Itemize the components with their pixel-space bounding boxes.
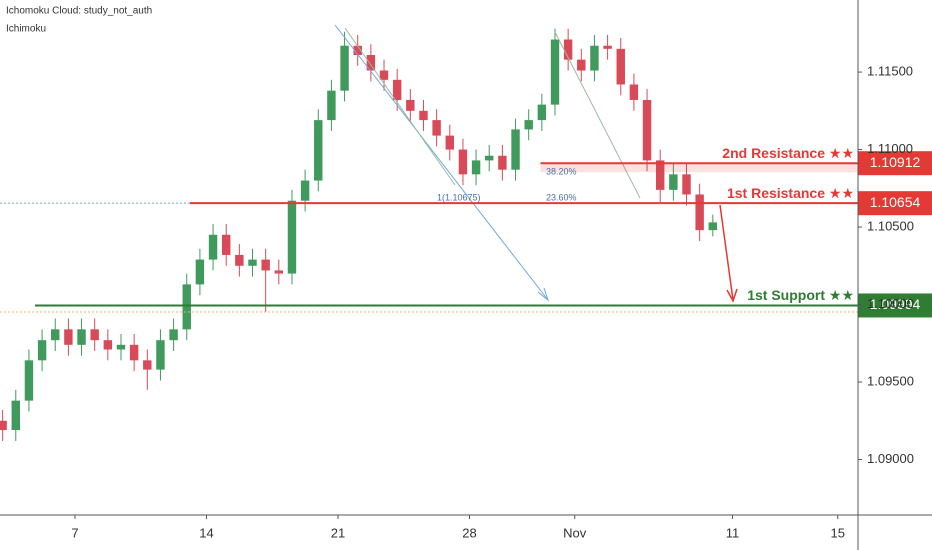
level-band xyxy=(540,163,858,173)
price-label: 1.09994 xyxy=(870,296,921,312)
candle-body xyxy=(577,59,586,71)
candle-body xyxy=(682,174,691,195)
candle-body xyxy=(458,149,468,175)
x-tick-label: 11 xyxy=(726,525,740,540)
candle-body xyxy=(445,135,454,150)
candle-body xyxy=(655,160,665,190)
candle-body xyxy=(0,420,7,431)
candle-body xyxy=(340,45,349,91)
candle-body xyxy=(116,344,126,350)
candle-body xyxy=(353,45,362,56)
candle-body xyxy=(392,79,402,100)
x-tick-label: Nov xyxy=(563,525,587,540)
candle-body xyxy=(77,329,86,345)
arrow-head xyxy=(726,288,738,303)
candle-body xyxy=(406,99,415,111)
candle-body xyxy=(629,84,639,100)
candle-body xyxy=(695,194,704,231)
level-label: 1st Resistance ★★ xyxy=(727,185,854,201)
candle-body xyxy=(314,120,323,181)
candle-body xyxy=(366,55,376,71)
candle-body xyxy=(37,340,47,361)
candle-body xyxy=(90,329,99,341)
candle-body xyxy=(261,259,270,271)
candle-body xyxy=(498,155,507,170)
candle-body xyxy=(208,234,218,260)
candle-body xyxy=(590,45,599,71)
candle-body xyxy=(524,120,533,130)
candle-body xyxy=(129,344,139,361)
trend-arrow xyxy=(554,31,641,199)
price-label: 1.10654 xyxy=(870,194,921,210)
legend-line: Ichomoku Cloud: study_not_auth xyxy=(6,6,152,17)
candle-body xyxy=(603,45,612,49)
candle-body xyxy=(669,174,678,190)
price-label-box xyxy=(858,151,932,176)
y-tick-label: 1.10000 xyxy=(867,296,914,311)
candle-body xyxy=(51,329,60,341)
candle-body xyxy=(182,284,191,330)
candle-body xyxy=(485,155,494,161)
candle-body xyxy=(221,234,231,255)
candle-body xyxy=(708,222,718,231)
candle-body xyxy=(287,200,297,274)
candle-body xyxy=(103,340,113,350)
y-tick-label: 1.09000 xyxy=(867,451,914,466)
candle-body xyxy=(419,110,428,121)
forecast-arrow xyxy=(719,204,734,301)
x-tick-label: 28 xyxy=(462,525,476,540)
plot-area xyxy=(0,28,718,441)
candle-body xyxy=(537,104,547,121)
candle-body xyxy=(64,329,73,345)
x-tick-label: 7 xyxy=(71,525,78,540)
candle-body xyxy=(300,180,310,201)
arrow-head xyxy=(537,287,550,302)
fib-label: 38.20% xyxy=(546,167,577,177)
x-tick-label: 15 xyxy=(831,525,845,540)
fib-label: 23.60% xyxy=(546,193,577,203)
candle-body xyxy=(616,48,625,85)
y-tick-label: 1.10500 xyxy=(867,218,914,233)
legend-line: Ichimoku xyxy=(6,24,46,35)
candle-body xyxy=(327,90,336,121)
candle-body xyxy=(550,39,560,105)
level-label: 1st Support ★★ xyxy=(747,287,854,303)
x-tick-label: 14 xyxy=(199,525,213,540)
candle-body xyxy=(471,160,481,175)
fib-label: 1(1.10675) xyxy=(437,193,481,203)
candle-body xyxy=(195,259,205,285)
candle-body xyxy=(248,259,257,266)
candle-body xyxy=(235,254,244,266)
candle-body xyxy=(642,99,652,161)
candle-body xyxy=(432,120,441,136)
candle-body xyxy=(11,400,20,431)
y-tick-label: 1.09500 xyxy=(867,373,914,388)
trend-arrow xyxy=(334,24,549,301)
candle-body xyxy=(143,360,152,370)
candle-body xyxy=(274,270,284,274)
price-label-box xyxy=(858,293,932,318)
candle-body xyxy=(511,129,520,170)
candle-body xyxy=(379,70,389,80)
price-label-box xyxy=(858,191,932,216)
candle-body xyxy=(563,39,573,60)
candle-body xyxy=(24,360,34,401)
y-tick-label: 1.11000 xyxy=(867,141,913,156)
y-tick-label: 1.11500 xyxy=(867,64,913,79)
candle-body xyxy=(169,329,178,341)
levels: 2nd Resistance ★★ 1.10912 1st Resistance ★… xyxy=(0,145,932,318)
axes: 1.09000 1.09500 1.10000 1.10500 1.11000 1.115… xyxy=(71,64,914,541)
trend-arrow xyxy=(344,27,456,186)
candle-body xyxy=(156,340,165,370)
price-label: 1.10912 xyxy=(870,154,921,170)
x-tick-label: 21 xyxy=(331,525,345,540)
level-label: 2nd Resistance ★★ xyxy=(722,145,854,161)
